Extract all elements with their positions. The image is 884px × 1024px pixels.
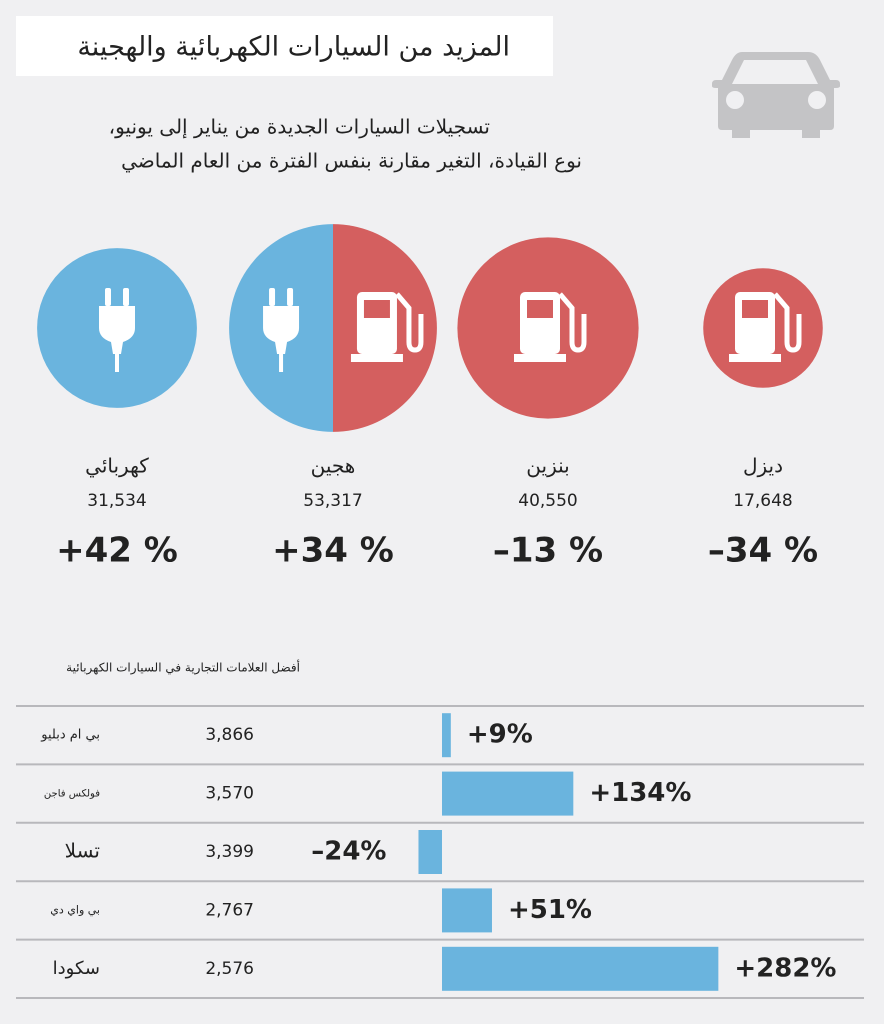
brand-label: سكودا [53, 958, 100, 979]
category-label: كهربائي [85, 454, 149, 479]
bar-value-label: +282% [734, 953, 836, 983]
subtitle-line: تسجيلات السيارات الجديدة من يناير إلى يو… [109, 115, 490, 140]
bar-chart-title: أفضل العلامات التجارية في السيارات الكهر… [66, 660, 300, 676]
brand-label: بي واي دي [50, 903, 100, 916]
value-label: 17,648 [733, 491, 792, 511]
plug-prong [269, 288, 276, 306]
registrations-label: 3,570 [205, 784, 254, 804]
registrations-label: 2,767 [205, 900, 254, 920]
bar [442, 888, 492, 933]
pump-window [742, 300, 768, 318]
value-label: 31,534 [87, 491, 146, 511]
bubble [229, 224, 437, 432]
pump-hose [773, 292, 802, 353]
bar-value-label: –24% [311, 837, 386, 867]
bar [442, 713, 451, 758]
change-label: –13 % [493, 531, 603, 571]
registrations-label: 3,399 [205, 842, 254, 862]
pump-icon [514, 292, 587, 362]
plug-cable [279, 354, 284, 372]
value-label: 53,317 [303, 491, 362, 511]
pump-base [514, 354, 566, 362]
pump-base [350, 354, 403, 362]
pump-hose [558, 292, 587, 353]
pump-icon [350, 292, 424, 362]
plug-body [263, 306, 300, 354]
bar [442, 771, 574, 816]
bar [442, 946, 719, 991]
bar [418, 830, 442, 874]
plug-body [99, 306, 135, 354]
car-icon [712, 52, 840, 138]
bar-value-label: +134% [589, 778, 691, 808]
change-label: –34 % [708, 531, 818, 571]
plug-prong [105, 288, 111, 306]
plug-prong [287, 288, 294, 306]
pump-window [363, 300, 390, 318]
title-box [16, 16, 553, 76]
plug-icon [263, 288, 300, 372]
bar-value-label: +9% [467, 720, 533, 750]
bar-value-label: +51% [508, 895, 592, 925]
change-label: +34 % [272, 531, 394, 571]
category-label: بنزين [526, 454, 569, 478]
pump-base [729, 354, 781, 362]
plug-icon [99, 288, 135, 372]
title: المزيد من السيارات الكهربائية والهجينة [77, 32, 510, 63]
registrations-label: 3,866 [205, 725, 254, 745]
brand-label: تسلا [65, 839, 100, 863]
subtitle-line: نوع القيادة، التغير مقارنة بنفس الفترة م… [121, 149, 582, 174]
brand-label: فولكس فاجن [44, 789, 100, 800]
plug-prong [123, 288, 129, 306]
plug-cable [115, 354, 119, 372]
registrations-label: 2,576 [205, 959, 254, 979]
pump-hose [395, 292, 424, 353]
brand-label: بي ام دبليو [40, 728, 100, 743]
change-label: +42 % [56, 531, 178, 571]
pump-window [527, 300, 553, 318]
pump-icon [729, 292, 802, 362]
category-label: ديزل [743, 454, 783, 478]
category-label: هجين [311, 454, 356, 478]
value-label: 40,550 [518, 491, 577, 511]
